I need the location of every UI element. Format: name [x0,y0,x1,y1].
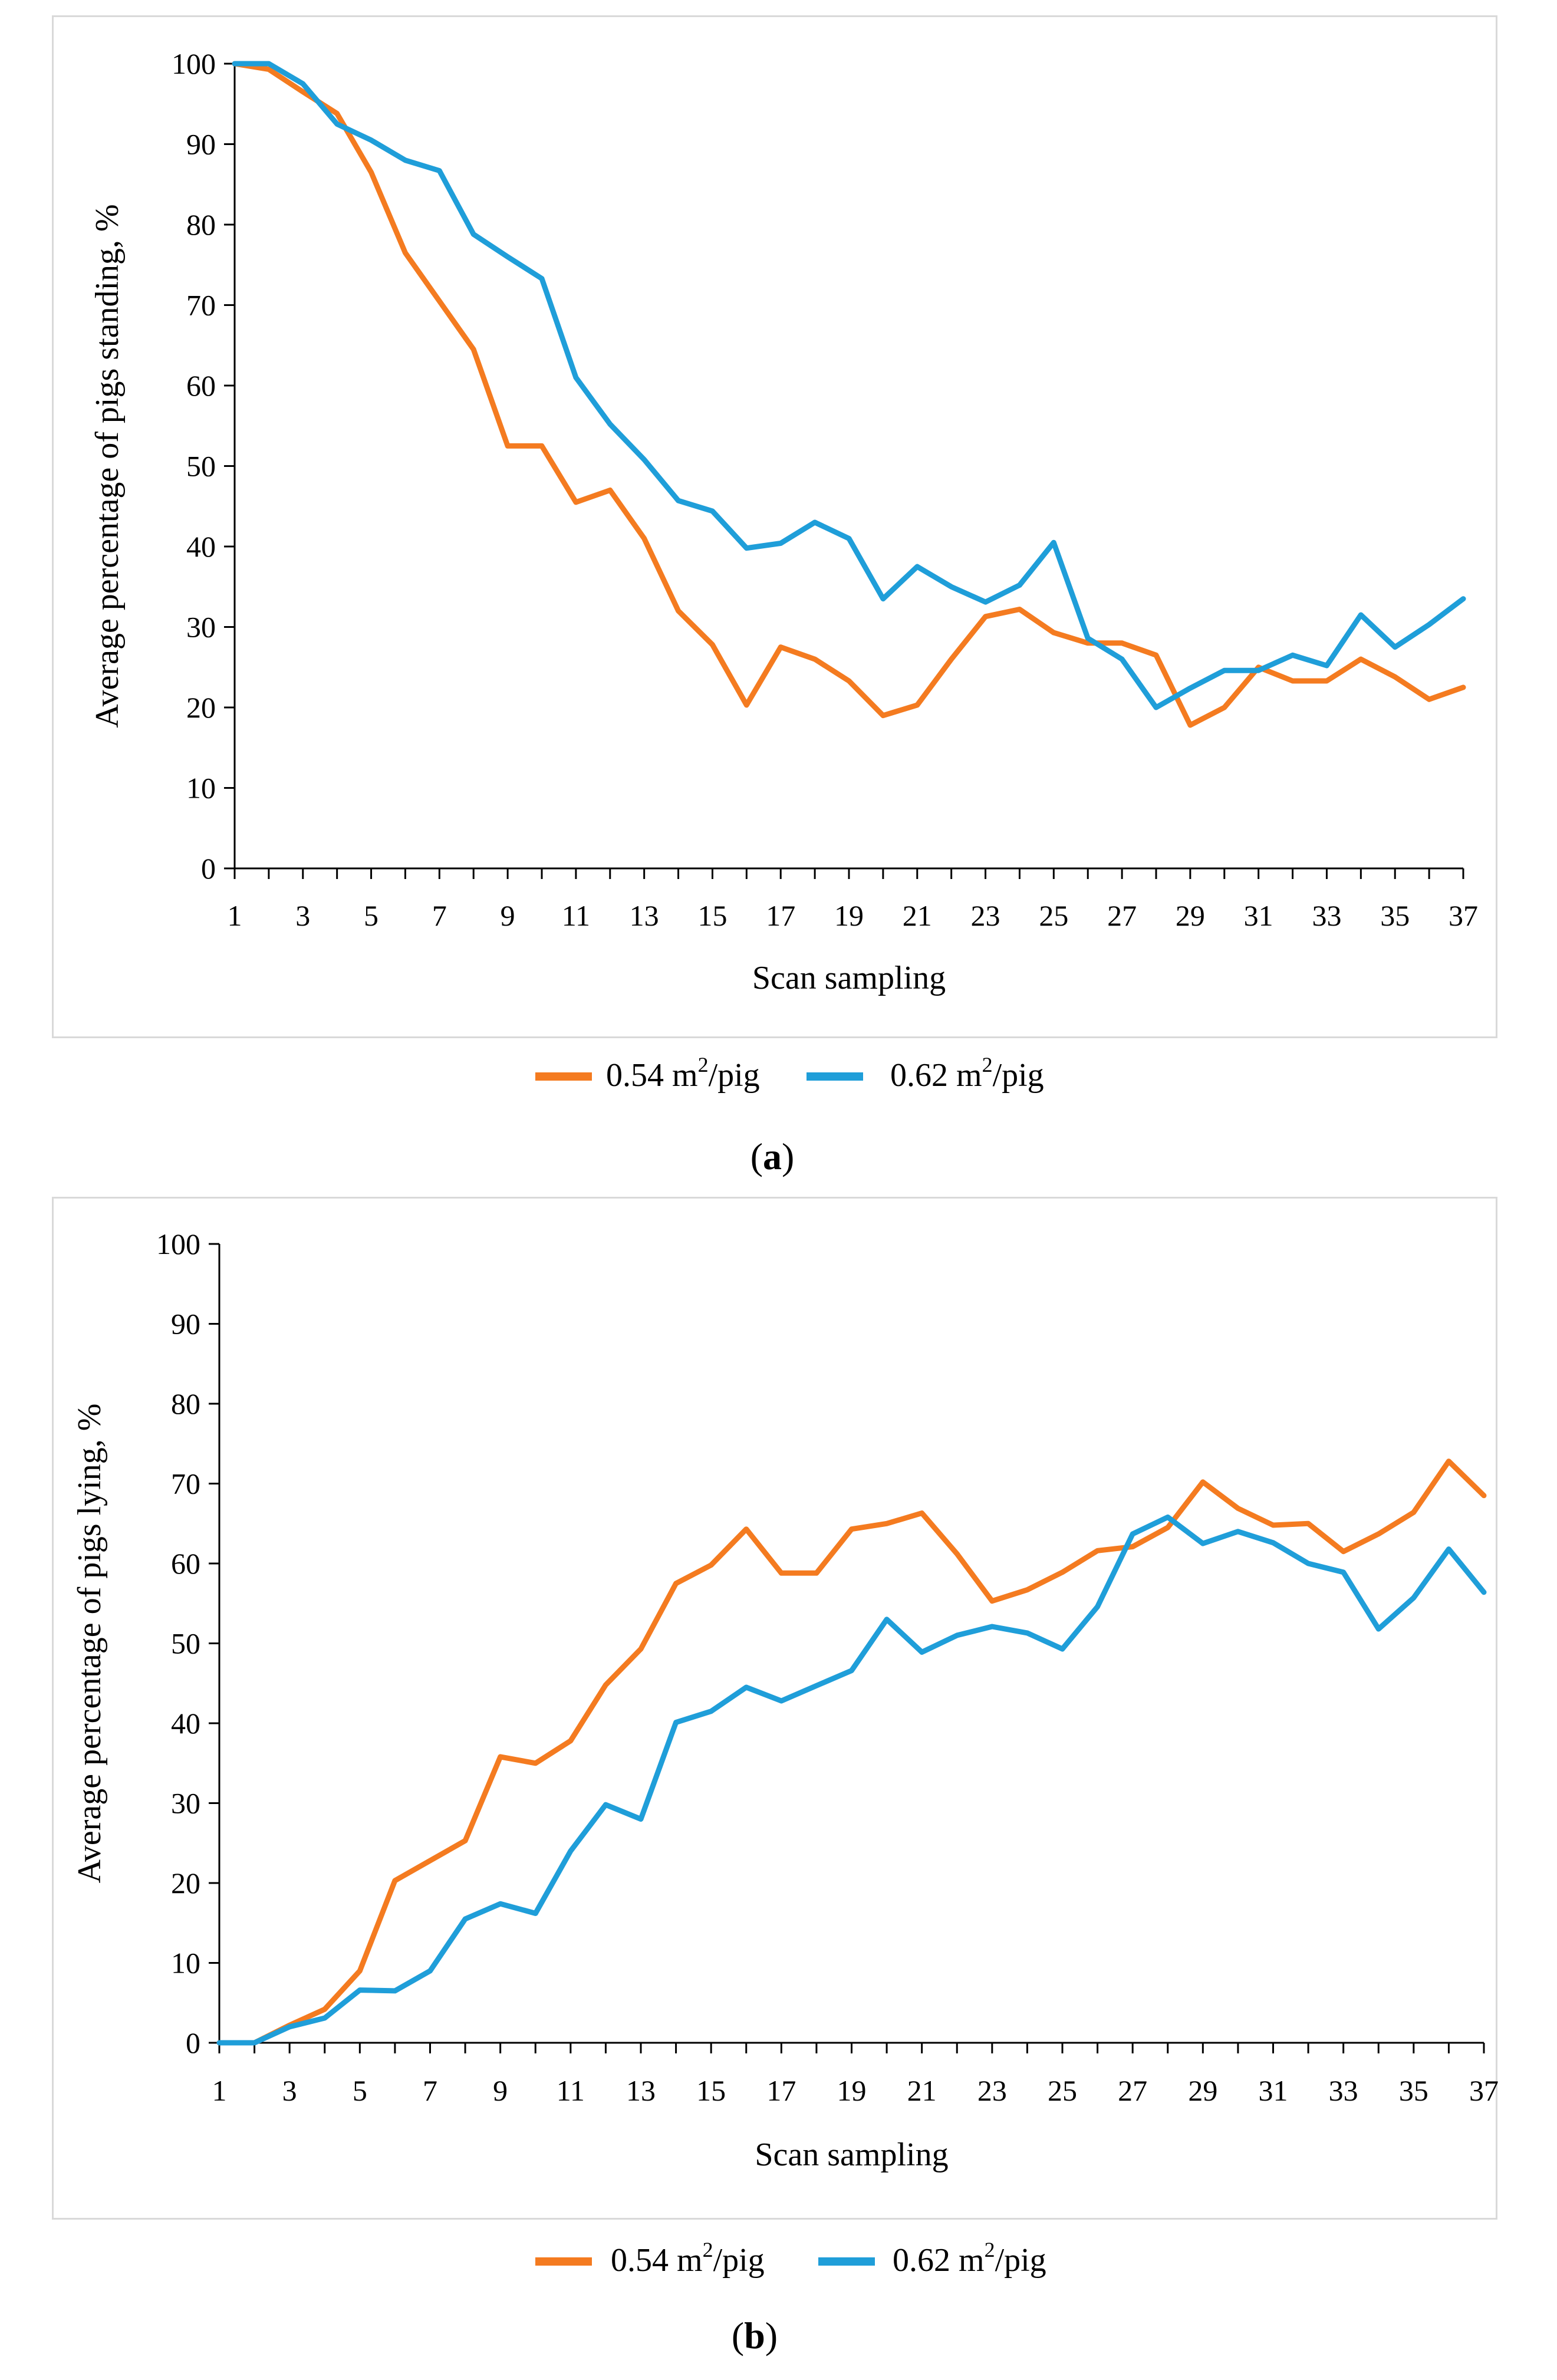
y-tick-label: 70 [171,1467,200,1500]
x-tick-label: 3 [295,899,310,932]
x-tick-label: 35 [1380,899,1410,932]
x-tick-label: 21 [907,2074,937,2107]
series-line-062 [216,1514,1487,2046]
x-tick-label: 3 [282,2074,297,2107]
x-tick-label: 9 [493,2074,508,2107]
x-tick-label: 11 [557,2074,585,2107]
y-tick-label: 0 [201,852,216,885]
x-tick-label: 33 [1329,2074,1358,2107]
x-tick-label: 23 [971,899,1000,932]
y-tick-label: 20 [171,1867,200,1900]
x-tick-label: 37 [1449,899,1478,932]
y-tick-label: 20 [186,691,216,724]
x-tick-label: 27 [1107,899,1137,932]
series-line-054 [216,1459,1487,2046]
y-tick-label: 70 [186,289,216,322]
y-tick-label: 90 [171,1308,200,1341]
x-tick-label: 1 [228,899,242,932]
y-tick-label: 90 [186,128,216,161]
x-tick-label: 1 [212,2074,227,2107]
x-axis-title: Scan sampling [752,960,946,996]
x-tick-label: 13 [626,2074,656,2107]
x-axis-title: Scan sampling [755,2137,948,2173]
x-tick-label: 11 [562,899,590,932]
x-tick-label: 19 [834,899,864,932]
x-tick-label: 7 [423,2074,437,2107]
x-tick-label: 37 [1469,2074,1499,2107]
y-tick-label: 80 [171,1387,200,1420]
x-tick-label: 31 [1259,2074,1288,2107]
x-tick-label: 33 [1312,899,1341,932]
y-tick-label: 10 [171,1947,200,1980]
panel-label-b: (b) [731,2315,778,2356]
y-tick-label: 30 [171,1787,200,1820]
x-tick-label: 27 [1118,2074,1147,2107]
x-tick-label: 19 [837,2074,867,2107]
y-tick-label: 50 [171,1627,200,1660]
x-tick-label: 5 [353,2074,367,2107]
x-tick-label: 7 [432,899,447,932]
series-line-054 [232,61,1466,728]
y-tick-label: 0 [186,2026,200,2059]
x-tick-label: 5 [364,899,378,932]
x-tick-label: 25 [1048,2074,1077,2107]
y-tick-label: 50 [186,450,216,483]
x-tick-label: 29 [1188,2074,1217,2107]
y-tick-label: 60 [171,1547,200,1580]
y-tick-label: 80 [186,208,216,241]
y-tick-label: 10 [186,772,216,805]
y-tick-label: 100 [172,47,216,80]
x-tick-label: 9 [501,899,515,932]
legend-label: 0.62 m2/pig [890,1053,1044,1094]
x-tick-label: 35 [1399,2074,1428,2107]
panel-label-a: (a) [750,1135,795,1177]
y-tick-label: 60 [186,369,216,402]
chart-frame-b [52,1197,1497,2220]
x-tick-label: 15 [697,899,727,932]
y-axis-title: Average percentage of pigs standing, % [89,204,126,728]
x-tick-label: 15 [696,2074,726,2107]
y-axis-title: Average percentage of pigs lying, % [71,1404,108,1884]
y-tick-label: 40 [186,530,216,563]
x-tick-label: 25 [1039,899,1068,932]
x-tick-label: 21 [903,899,932,932]
x-tick-label: 23 [977,2074,1007,2107]
y-tick-label: 30 [186,611,216,644]
legend-label: 0.54 m2/pig [606,1053,760,1094]
x-tick-label: 29 [1176,899,1205,932]
y-tick-label: 100 [156,1227,200,1260]
series-line-062 [232,61,1466,710]
y-tick-label: 40 [171,1707,200,1740]
legend-label: 0.62 m2/pig [893,2238,1046,2279]
x-tick-label: 31 [1244,899,1273,932]
x-tick-label: 13 [630,899,659,932]
x-tick-label: 17 [766,899,795,932]
x-tick-label: 17 [766,2074,796,2107]
legend-label: 0.54 m2/pig [611,2238,765,2279]
